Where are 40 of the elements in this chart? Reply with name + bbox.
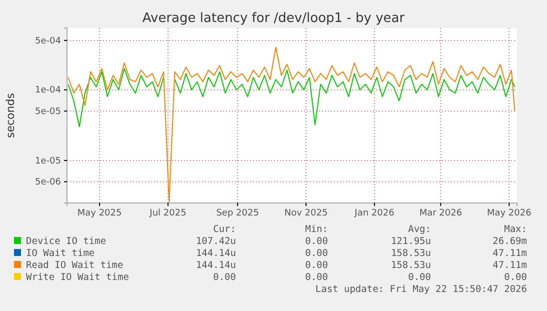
legend-label: Device IO time — [26, 236, 106, 247]
text: 0.00 — [408, 272, 432, 283]
text: Last update: Fri May 22 15:50:47 2026 — [315, 284, 528, 295]
x-tick-label: Jul 2025 — [148, 208, 186, 218]
y-tick-label: 5e-05 — [35, 106, 61, 117]
text: Min: — [305, 224, 328, 235]
text: 47.11m — [492, 260, 528, 271]
text: 47.11m — [492, 248, 528, 259]
text: 0.00 — [305, 272, 328, 283]
legend-label: Read IO Wait time — [26, 260, 124, 271]
text: 0.00 — [504, 272, 528, 283]
text: 0.00 — [213, 272, 236, 283]
y-axis-title: seconds — [4, 92, 17, 138]
text: 107.42u — [196, 236, 236, 247]
line-series — [68, 46, 516, 202]
text: 158.53u — [390, 248, 431, 259]
y-tick-label: 1e-05 — [35, 156, 61, 166]
y-tick-label: 1e-04 — [35, 86, 62, 96]
x-tick-label: Mar 2026 — [419, 208, 462, 218]
x-tick-label: Sep 2025 — [216, 208, 259, 218]
text: 144.14u — [196, 260, 236, 271]
text: 0.00 — [305, 260, 328, 271]
text: Max: — [504, 224, 527, 235]
legend-label: Write IO Wait time — [26, 272, 130, 283]
x-tick-label: Nov 2025 — [284, 208, 328, 218]
legend-label: IO Wait time — [26, 248, 95, 259]
chart-title: Average latency for /dev/loop1 - by year — [142, 11, 406, 26]
text: 158.53u — [390, 260, 431, 271]
text: 26.69m — [492, 236, 528, 247]
y-tick-label: 5e-04 — [35, 36, 62, 46]
text: 0.00 — [305, 248, 328, 259]
text: 0.00 — [305, 236, 328, 247]
text: Cur: — [213, 224, 236, 235]
text: 144.14u — [196, 248, 236, 259]
text: Avg: — [408, 224, 431, 235]
y-tick-label: 5e-06 — [35, 178, 62, 188]
x-tick-label: May 2025 — [77, 208, 122, 218]
x-tick-label: Jan 2026 — [354, 208, 395, 218]
x-tick-label: May 2026 — [486, 208, 532, 218]
text: 121.95u — [390, 236, 431, 247]
